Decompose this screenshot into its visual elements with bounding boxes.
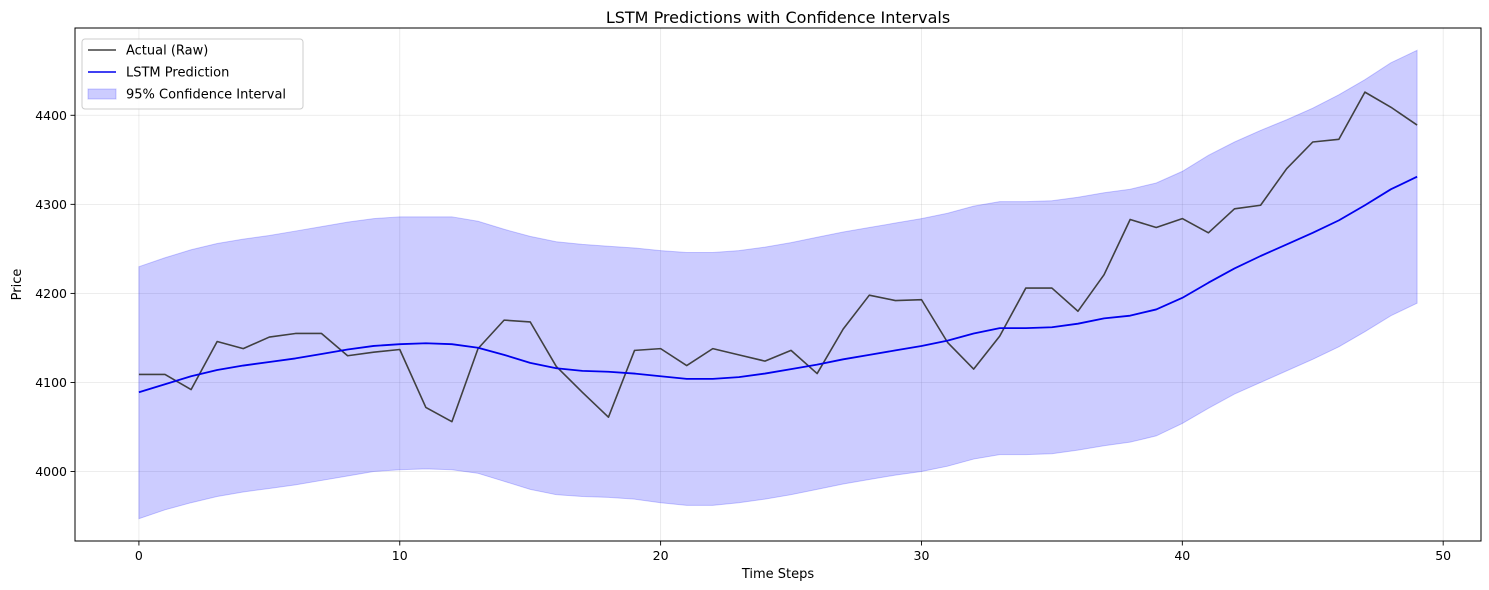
series-line-layer	[138, 91, 1418, 423]
chart-title: LSTM Predictions with Confidence Interva…	[606, 8, 950, 27]
x-tick-label: 30	[914, 548, 930, 563]
y-tick-label: 4100	[35, 375, 67, 390]
actual-raw-line	[138, 91, 1418, 423]
y-tick-label: 4000	[35, 464, 67, 479]
axis-ticks: 0 10 20 30 40 50 4000 4100 4200 4300 4400	[35, 108, 1451, 563]
y-tick-label: 4200	[35, 286, 67, 301]
legend-box	[81, 38, 304, 110]
grid	[75, 28, 1481, 541]
lstm-prediction-line	[138, 175, 1418, 394]
x-tick-label: 10	[392, 548, 408, 563]
x-tick-label: 50	[1435, 548, 1451, 563]
x-tick-label: 40	[1174, 548, 1190, 563]
x-tick-label: 0	[135, 548, 143, 563]
plot-area-frame	[74, 27, 1482, 542]
legend-swatch-confidence	[87, 88, 117, 100]
x-axis-label: Time Steps	[741, 567, 815, 582]
legend: Actual (Raw) LSTM Prediction 95% Confide…	[81, 38, 304, 110]
legend-label-actual: Actual (Raw)	[126, 44, 208, 59]
legend-label-prediction: LSTM Prediction	[126, 66, 229, 81]
y-axis-label: Price	[10, 269, 25, 301]
legend-label-confidence: 95% Confidence Interval	[126, 88, 286, 103]
x-tick-label: 20	[653, 548, 669, 563]
y-tick-label: 4400	[35, 108, 67, 123]
y-tick-label: 4300	[35, 197, 67, 212]
